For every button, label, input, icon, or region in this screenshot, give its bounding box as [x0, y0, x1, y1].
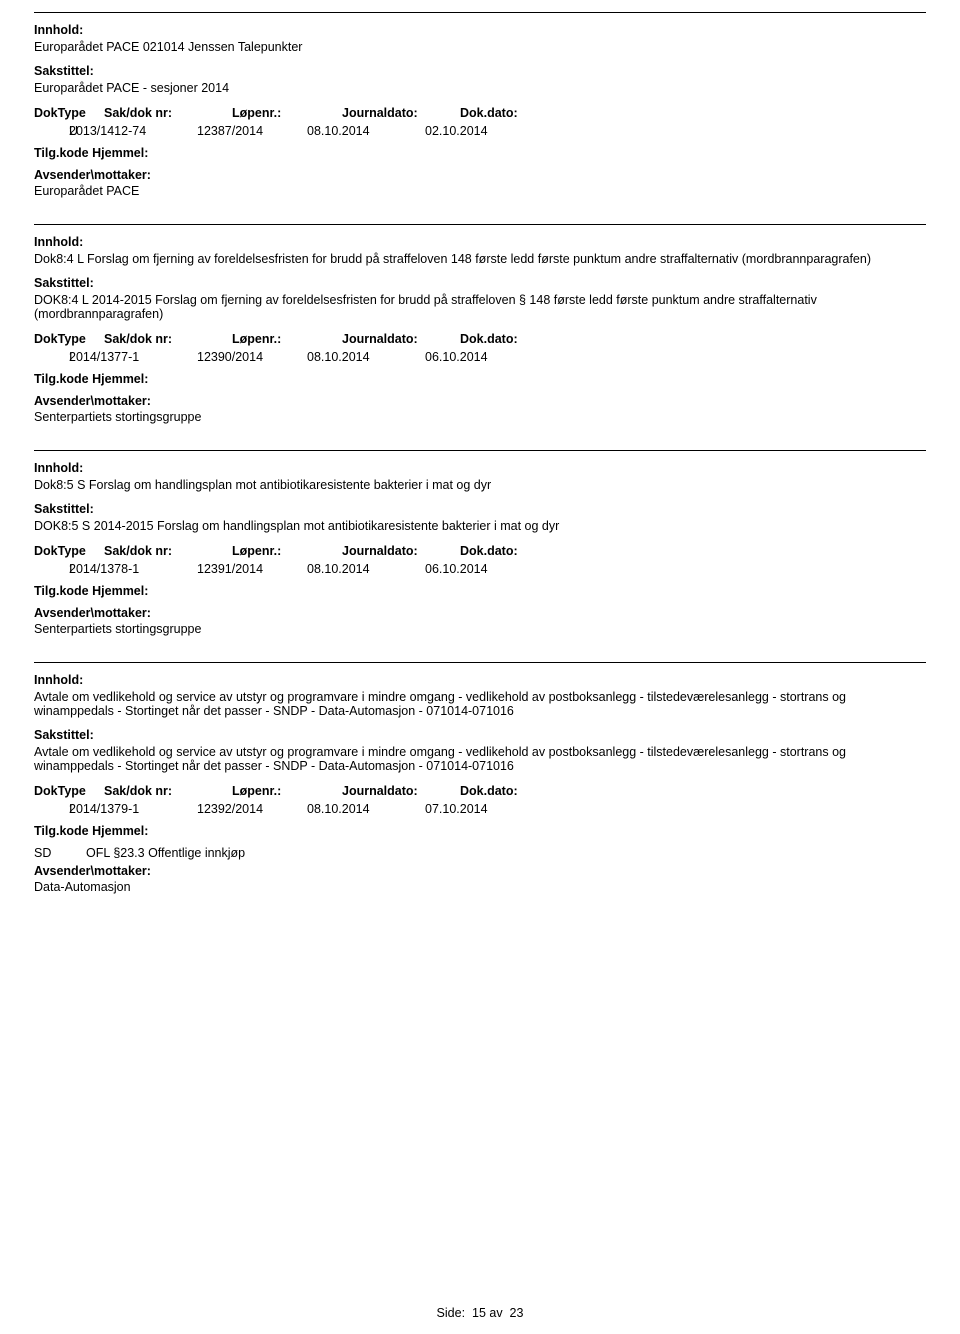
- lopenr-value: 12391/2014: [197, 561, 307, 579]
- col-sakdoknr-header: Sak/dok nr:: [104, 543, 232, 561]
- col-dokdato-header: Dok.dato:: [460, 331, 570, 349]
- avsender-label: Avsender\mottaker:: [34, 168, 926, 182]
- avsender-label: Avsender\mottaker:: [34, 864, 926, 878]
- lopenr-value: 12392/2014: [197, 801, 307, 819]
- doktype-value: I: [34, 561, 69, 579]
- columns-header: DokType Sak/dok nr: Løpenr.: Journaldato…: [34, 331, 926, 349]
- dokdato-value: 02.10.2014: [425, 123, 535, 141]
- col-dokdato-header: Dok.dato:: [460, 105, 570, 123]
- innhold-label: Innhold:: [34, 23, 926, 37]
- tilgkode-hjemmel-label: Tilg.kode Hjemmel:: [34, 824, 926, 838]
- case-title-text: Europarådet PACE - sesjoner 2014: [34, 81, 926, 95]
- journaldato-value: 08.10.2014: [307, 349, 425, 367]
- journal-record: Innhold: Dok8:5 S Forslag om handlingspl…: [34, 450, 926, 636]
- journal-record: Innhold: Dok8:4 L Forslag om fjerning av…: [34, 224, 926, 424]
- innhold-label: Innhold:: [34, 235, 926, 249]
- columns-data: I 2014/1378-1 12391/2014 08.10.2014 06.1…: [34, 561, 926, 579]
- page-footer: Side: 15 av 23: [0, 1306, 960, 1320]
- doktype-value: I: [34, 349, 69, 367]
- page-current: 15: [472, 1306, 486, 1320]
- sakstittel-label: Sakstittel:: [34, 64, 926, 78]
- col-dokdato-header: Dok.dato:: [460, 543, 570, 561]
- avsender-label: Avsender\mottaker:: [34, 606, 926, 620]
- col-journaldato-header: Journaldato:: [342, 543, 460, 561]
- col-doktype-header: DokType: [34, 783, 104, 801]
- hjemmel-code: SD: [34, 846, 86, 860]
- sakdoknr-value: 2014/1378-1: [69, 561, 197, 579]
- journaldato-value: 08.10.2014: [307, 801, 425, 819]
- content-text: Europarådet PACE 021014 Jenssen Talepunk…: [34, 40, 926, 54]
- columns-header: DokType Sak/dok nr: Løpenr.: Journaldato…: [34, 105, 926, 123]
- sakdoknr-value: 2014/1379-1: [69, 801, 197, 819]
- journal-record: Innhold: Europarådet PACE 021014 Jenssen…: [34, 12, 926, 198]
- col-sakdoknr-header: Sak/dok nr:: [104, 783, 232, 801]
- hjemmel-text: OFL §23.3 Offentlige innkjøp: [86, 846, 245, 860]
- dokdato-value: 06.10.2014: [425, 349, 535, 367]
- avsender-value: Senterpartiets stortingsgruppe: [34, 622, 926, 636]
- dokdato-value: 07.10.2014: [425, 801, 535, 819]
- col-lopenr-header: Løpenr.:: [232, 543, 342, 561]
- avsender-value: Data-Automasjon: [34, 880, 926, 894]
- case-title-text: DOK8:4 L 2014-2015 Forslag om fjerning a…: [34, 293, 926, 321]
- columns-header: DokType Sak/dok nr: Løpenr.: Journaldato…: [34, 783, 926, 801]
- journaldato-value: 08.10.2014: [307, 561, 425, 579]
- avsender-value: Senterpartiets stortingsgruppe: [34, 410, 926, 424]
- col-doktype-header: DokType: [34, 543, 104, 561]
- journaldato-value: 08.10.2014: [307, 123, 425, 141]
- col-journaldato-header: Journaldato:: [342, 331, 460, 349]
- col-journaldato-header: Journaldato:: [342, 105, 460, 123]
- innhold-label: Innhold:: [34, 673, 926, 687]
- avsender-value: Europarådet PACE: [34, 184, 926, 198]
- hjemmel-row: SD OFL §23.3 Offentlige innkjøp: [34, 846, 926, 860]
- content-text: Avtale om vedlikehold og service av utst…: [34, 690, 926, 718]
- avsender-label: Avsender\mottaker:: [34, 394, 926, 408]
- lopenr-value: 12387/2014: [197, 123, 307, 141]
- content-text: Dok8:4 L Forslag om fjerning av foreldel…: [34, 252, 926, 266]
- col-dokdato-header: Dok.dato:: [460, 783, 570, 801]
- sakstittel-label: Sakstittel:: [34, 502, 926, 516]
- lopenr-value: 12390/2014: [197, 349, 307, 367]
- tilgkode-hjemmel-label: Tilg.kode Hjemmel:: [34, 372, 926, 386]
- doktype-value: I: [34, 801, 69, 819]
- col-lopenr-header: Løpenr.:: [232, 783, 342, 801]
- content-text: Dok8:5 S Forslag om handlingsplan mot an…: [34, 478, 926, 492]
- col-lopenr-header: Løpenr.:: [232, 105, 342, 123]
- innhold-label: Innhold:: [34, 461, 926, 475]
- col-journaldato-header: Journaldato:: [342, 783, 460, 801]
- sakstittel-label: Sakstittel:: [34, 728, 926, 742]
- sakdoknr-value: 2013/1412-74: [69, 123, 197, 141]
- col-doktype-header: DokType: [34, 331, 104, 349]
- tilgkode-hjemmel-label: Tilg.kode Hjemmel:: [34, 146, 926, 160]
- case-title-text: Avtale om vedlikehold og service av utst…: [34, 745, 926, 773]
- columns-data: U 2013/1412-74 12387/2014 08.10.2014 02.…: [34, 123, 926, 141]
- col-sakdoknr-header: Sak/dok nr:: [104, 331, 232, 349]
- case-title-text: DOK8:5 S 2014-2015 Forslag om handlingsp…: [34, 519, 926, 533]
- doktype-value: U: [34, 123, 69, 141]
- columns-data: I 2014/1379-1 12392/2014 08.10.2014 07.1…: [34, 801, 926, 819]
- col-sakdoknr-header: Sak/dok nr:: [104, 105, 232, 123]
- page-total: 23: [510, 1306, 524, 1320]
- sakdoknr-value: 2014/1377-1: [69, 349, 197, 367]
- columns-header: DokType Sak/dok nr: Løpenr.: Journaldato…: [34, 543, 926, 561]
- tilgkode-hjemmel-label: Tilg.kode Hjemmel:: [34, 584, 926, 598]
- journal-record: Innhold: Avtale om vedlikehold og servic…: [34, 662, 926, 894]
- col-lopenr-header: Løpenr.:: [232, 331, 342, 349]
- col-doktype-header: DokType: [34, 105, 104, 123]
- sakstittel-label: Sakstittel:: [34, 276, 926, 290]
- dokdato-value: 06.10.2014: [425, 561, 535, 579]
- columns-data: I 2014/1377-1 12390/2014 08.10.2014 06.1…: [34, 349, 926, 367]
